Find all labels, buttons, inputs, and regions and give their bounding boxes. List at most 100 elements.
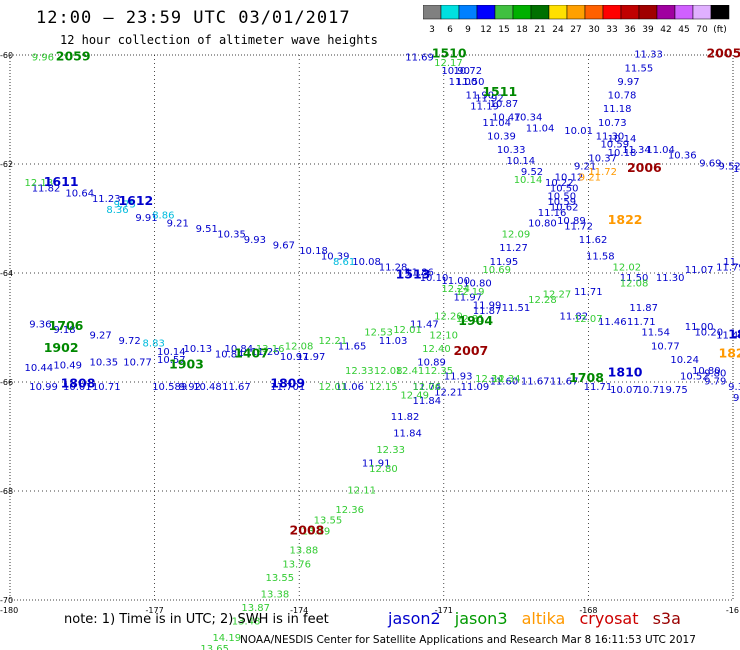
wave-height-value: 11.18: [603, 104, 632, 115]
wave-height-value: 11.71: [574, 287, 603, 298]
wave-height-value: 11.46: [716, 330, 740, 341]
wave-height-value: 12.28: [528, 295, 557, 306]
y-tick-label: -64: [0, 269, 13, 278]
pass-time-label: 2007: [453, 343, 488, 358]
wave-height-value: 11.09: [461, 382, 490, 393]
y-tick-label: -70: [0, 596, 13, 605]
wave-height-value: 10.72: [453, 66, 482, 77]
longitude-ticks: -180 -177 -174 -171 -168 -16: [0, 606, 739, 615]
wave-height-value: 12.08: [374, 366, 403, 377]
wave-height-value: 11.23: [92, 194, 121, 205]
colorbar-label: 15: [498, 25, 509, 35]
pass-time-label: 1708: [569, 370, 604, 385]
colorbar-label: (ft): [713, 25, 727, 35]
wave-height-value: 13.16: [256, 344, 285, 355]
wave-height-value: 10.48: [193, 382, 222, 393]
wave-height-value: 10.84: [215, 349, 244, 360]
wave-height-value: 12.10: [429, 330, 458, 341]
wave-height-value: 10.52: [680, 371, 709, 382]
pass-time-label: 2006: [627, 160, 662, 175]
colorbar-label: 3: [429, 25, 435, 35]
wave-height-value: 10.10: [420, 273, 449, 284]
pass-time-label: 1904: [458, 313, 493, 328]
wave-height-value: 11.26: [251, 347, 280, 358]
wave-height-value: 11.82: [391, 412, 420, 423]
y-tick-label: -60: [0, 51, 13, 60]
colorbar-label: 18: [516, 25, 528, 35]
wave-height-value: 12.33: [376, 445, 405, 456]
wave-height-value: 13.87: [241, 603, 270, 614]
wave-height-value: 13.29: [302, 527, 331, 538]
wave-height-value: 11.51: [502, 303, 531, 314]
wave-height-value: 11.74: [412, 382, 441, 393]
wave-height-value: 11.30: [656, 273, 685, 284]
wave-height-value: 9.21: [574, 161, 596, 172]
y-tick-label: -68: [0, 487, 13, 496]
wave-height-value: 11.04: [646, 145, 675, 156]
pass-time-label: 1407: [234, 345, 269, 360]
wave-height-value: 10.62: [550, 202, 579, 213]
pass-time-label: 1612: [118, 193, 153, 208]
wave-height-value: 11.34: [622, 145, 651, 156]
wave-height-value: 12.01: [393, 325, 422, 336]
wave-height-value: 9.96: [32, 52, 54, 63]
wave-height-value: 12.35: [425, 366, 454, 377]
wave-height-value: 10.34: [514, 112, 543, 123]
wave-height-value: 12.40: [422, 344, 451, 355]
pass-time-label: 2008: [290, 523, 325, 538]
wave-height-value: 11.04: [482, 118, 511, 129]
legend-cryosat: cryosat: [579, 609, 639, 628]
wave-height-value: 11.04: [526, 123, 555, 134]
wave-height-value: 11.92: [475, 93, 504, 104]
wave-height-value: 11.60: [490, 377, 519, 388]
pass-time-label: 2059: [56, 48, 91, 63]
wave-height-value: 12.36: [335, 505, 364, 516]
wave-height-value: 12.06: [412, 382, 441, 393]
y-tick-label: -66: [0, 378, 13, 387]
wave-height-value: 11.95: [490, 257, 519, 268]
wave-height-value: 9.21: [579, 172, 601, 183]
wave-height-value: 10.80: [463, 279, 492, 290]
wave-height-value: 10.59: [600, 140, 629, 151]
wave-height-value: 10.80: [692, 366, 721, 377]
wave-height-value: 11.62: [579, 235, 608, 246]
wave-height-value: 8.83: [143, 339, 165, 350]
wave-height-value: 12.20: [434, 311, 463, 322]
wave-height-value: 11.72: [564, 221, 593, 232]
wave-height-value: 10.14: [157, 347, 186, 358]
wave-height-value: 13.65: [200, 644, 229, 650]
pass-time-label: 1808: [61, 375, 96, 390]
wave-height-value: 12.01: [318, 382, 347, 393]
wave-height-value: 9.92: [179, 382, 201, 393]
wave-height-value: 11.00: [441, 276, 470, 287]
wave-height-value: 10.22: [545, 178, 574, 189]
wave-height-value: 11.99: [473, 300, 502, 311]
wave-height-value: 12.17: [434, 58, 463, 69]
wave-height-value: 13.76: [282, 559, 311, 570]
wave-height-value: 8.36: [106, 205, 128, 216]
wave-height-value: 11.27: [499, 243, 528, 254]
grid-lines: [10, 55, 733, 600]
wave-height-value: 11.3: [723, 257, 740, 268]
pass-time-label: 1822: [608, 212, 643, 227]
wave-height-value: 11.19: [470, 102, 499, 113]
wave-height-value: 10.24: [670, 355, 699, 366]
pass-time-label: 18: [728, 326, 740, 341]
wave-height-value: 10.2: [733, 164, 740, 175]
wave-height-value: 11.06: [335, 382, 364, 393]
wave-height-value: 12.21: [434, 388, 463, 399]
wave-height-value: 12.09: [502, 230, 531, 241]
satellite-legend: jason2 jason3 altika cryosat s3a: [388, 609, 690, 628]
wave-height-value: 10.33: [497, 145, 526, 156]
wave-height-value: 11.54: [641, 328, 670, 339]
wave-height-value: 11.72: [588, 167, 617, 178]
pass-time-label: 1809: [270, 375, 305, 390]
colorbar-swatch: [710, 5, 730, 20]
wave-height-value: 12.34: [475, 374, 504, 385]
wave-height-value: 10.77: [651, 341, 680, 352]
wave-height-value: 11.71: [584, 382, 613, 393]
wave-height-value: 10.18: [299, 246, 328, 257]
wave-height-value: 9.75: [666, 385, 688, 396]
wave-height-value: 10.12: [555, 172, 584, 183]
pass-time-label: 1511: [482, 84, 517, 99]
